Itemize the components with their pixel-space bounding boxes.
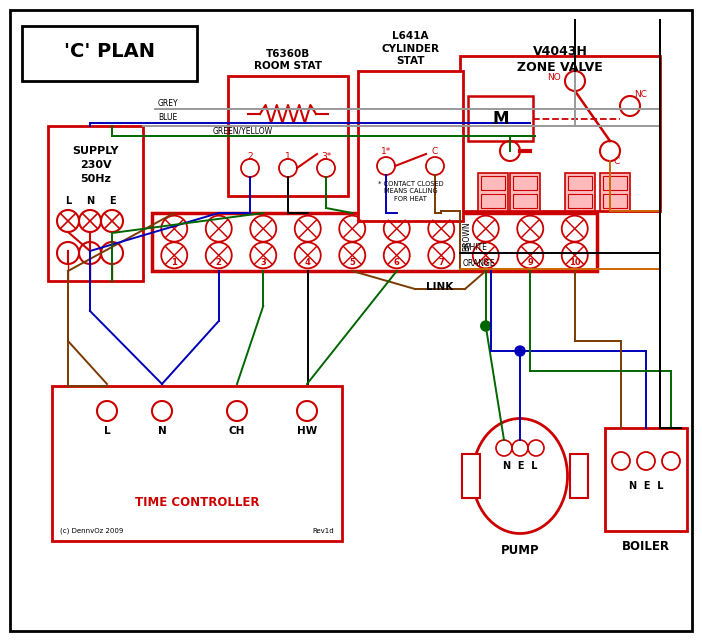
Text: (c) DennvOz 2009: (c) DennvOz 2009 (60, 528, 124, 534)
FancyBboxPatch shape (568, 194, 592, 208)
Text: C: C (614, 156, 621, 165)
Text: HW: HW (297, 426, 317, 436)
FancyBboxPatch shape (468, 96, 533, 141)
Text: N  E  L: N E L (503, 461, 537, 471)
Text: 8: 8 (483, 258, 489, 267)
Text: ORANGE: ORANGE (463, 259, 496, 268)
Text: 1: 1 (285, 151, 291, 160)
Text: 2: 2 (216, 258, 222, 267)
Text: V4043H
ZONE VALVE: V4043H ZONE VALVE (517, 45, 603, 74)
FancyBboxPatch shape (460, 56, 660, 211)
FancyBboxPatch shape (52, 386, 342, 541)
Text: 1*: 1* (381, 147, 391, 156)
FancyBboxPatch shape (152, 213, 597, 271)
FancyBboxPatch shape (10, 10, 692, 631)
Text: SUPPLY
230V
50Hz: SUPPLY 230V 50Hz (72, 146, 119, 184)
Text: TIME CONTROLLER: TIME CONTROLLER (135, 497, 259, 510)
Circle shape (481, 321, 491, 331)
Text: L: L (104, 426, 110, 436)
FancyBboxPatch shape (48, 126, 143, 281)
Text: L: L (65, 196, 71, 206)
Text: E: E (109, 196, 115, 206)
Text: GREY: GREY (158, 99, 178, 108)
Text: N: N (158, 426, 166, 436)
Text: C: C (432, 147, 438, 156)
Text: CH: CH (229, 426, 245, 436)
Text: 4: 4 (305, 258, 311, 267)
Text: 1: 1 (171, 258, 177, 267)
Text: 6: 6 (394, 258, 399, 267)
FancyBboxPatch shape (565, 173, 595, 211)
FancyBboxPatch shape (570, 454, 588, 498)
Text: 7: 7 (438, 258, 444, 267)
Text: 10: 10 (569, 258, 581, 267)
FancyBboxPatch shape (513, 176, 537, 190)
FancyBboxPatch shape (228, 76, 348, 196)
Text: Rev1d: Rev1d (312, 528, 334, 534)
Text: 'C' PLAN: 'C' PLAN (63, 42, 154, 60)
FancyBboxPatch shape (510, 173, 540, 211)
Text: BOILER: BOILER (622, 540, 670, 553)
Text: BROWN: BROWN (462, 221, 471, 251)
Text: T6360B
ROOM STAT: T6360B ROOM STAT (254, 49, 322, 71)
FancyBboxPatch shape (513, 194, 537, 208)
Text: PUMP: PUMP (501, 544, 539, 558)
Text: N  E  L: N E L (629, 481, 663, 491)
FancyBboxPatch shape (358, 71, 463, 221)
Text: M: M (492, 110, 509, 128)
FancyBboxPatch shape (603, 194, 627, 208)
FancyBboxPatch shape (462, 454, 480, 498)
FancyBboxPatch shape (605, 428, 687, 531)
Text: 3*: 3* (321, 151, 331, 160)
Text: L641A
CYLINDER
STAT: L641A CYLINDER STAT (381, 31, 439, 66)
FancyBboxPatch shape (22, 26, 197, 81)
FancyBboxPatch shape (603, 176, 627, 190)
Text: BLUE: BLUE (158, 113, 177, 122)
Text: * CONTACT CLOSED
MEANS CALLING
FOR HEAT: * CONTACT CLOSED MEANS CALLING FOR HEAT (378, 181, 443, 201)
Circle shape (515, 346, 525, 356)
Text: 9: 9 (527, 258, 533, 267)
FancyBboxPatch shape (481, 176, 505, 190)
Text: GREEN/YELLOW: GREEN/YELLOW (213, 126, 273, 135)
Text: WHITE: WHITE (463, 243, 488, 252)
FancyBboxPatch shape (600, 173, 630, 211)
FancyBboxPatch shape (481, 194, 505, 208)
Text: LINK: LINK (426, 282, 453, 292)
Text: 2: 2 (247, 151, 253, 160)
FancyBboxPatch shape (568, 176, 592, 190)
Ellipse shape (472, 419, 567, 533)
Text: NC: NC (634, 90, 647, 99)
FancyBboxPatch shape (478, 173, 508, 211)
Text: N: N (86, 196, 94, 206)
Text: NO: NO (548, 72, 561, 81)
Text: 3: 3 (260, 258, 266, 267)
Text: 5: 5 (350, 258, 355, 267)
